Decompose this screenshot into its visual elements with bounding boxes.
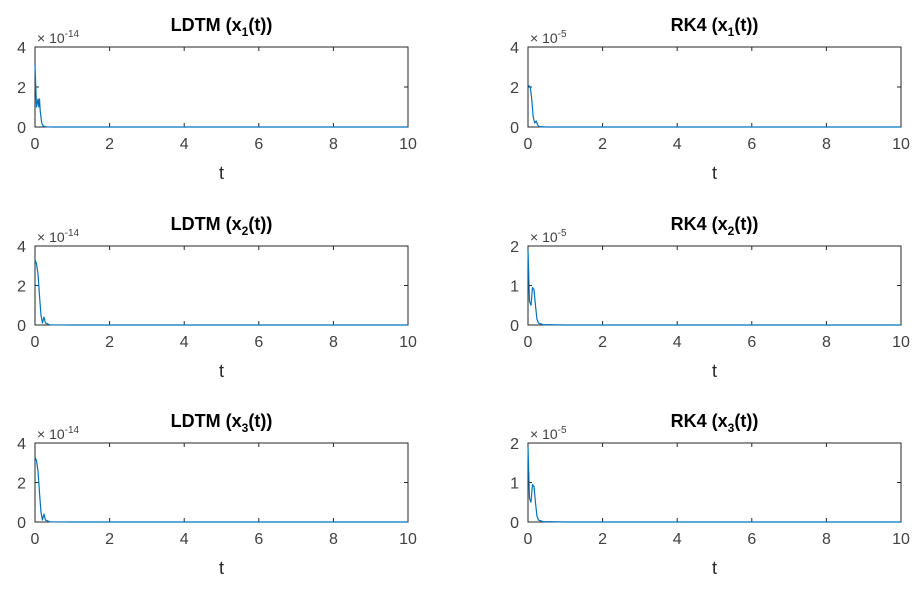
series-line-1	[34, 456, 408, 523]
y-exponent-label: × 10-14	[37, 228, 80, 245]
x-tick-label: 0	[31, 531, 40, 548]
x-axis-label: t	[219, 361, 224, 381]
y-tick-label: 0	[510, 515, 519, 532]
x-tick-label: 2	[105, 334, 114, 351]
x-tick-label: 2	[105, 136, 114, 153]
x-axis-label: t	[712, 163, 717, 183]
series-line-1	[34, 64, 408, 128]
y-tick-label: 4	[17, 40, 26, 57]
y-tick-label: 4	[17, 436, 26, 453]
y-tick-label: 2	[510, 80, 519, 97]
subplot-title: RK4 (x2(t))	[671, 214, 759, 238]
x-tick-label: 2	[598, 531, 607, 548]
y-tick-label: 2	[17, 476, 26, 493]
x-tick-label: 10	[399, 334, 417, 351]
x-tick-label: 6	[747, 136, 756, 153]
subplot-2: 0 2 4 6 8 10 0 2 4 × 10-5 RK4 (x1(t)) t	[510, 15, 910, 183]
x-tick-label: 0	[524, 136, 533, 153]
subplot-6: 0 2 4 6 8 10 0 1 2 × 10-5 RK4 (x3(t)) t	[510, 411, 910, 578]
y-tick-label: 4	[17, 239, 26, 256]
subplot-5: 0 2 4 6 8 10 0 2 4 × 10-14 LDTM (x3(t)) t	[17, 411, 417, 578]
x-tick-label: 4	[180, 334, 189, 351]
y-tick-label: 0	[510, 120, 519, 137]
x-tick-label: 4	[673, 136, 682, 153]
x-tick-label: 10	[892, 334, 910, 351]
series-line-1	[34, 259, 408, 326]
y-tick-label: 2	[510, 436, 519, 453]
plot-area	[527, 245, 902, 326]
series-line-1	[527, 446, 901, 523]
x-axis-label: t	[219, 558, 224, 578]
x-tick-label: 8	[329, 334, 338, 351]
x-tick-label: 4	[673, 334, 682, 351]
x-tick-label: 4	[673, 531, 682, 548]
x-tick-label: 0	[31, 334, 40, 351]
y-tick-label: 2	[17, 279, 26, 296]
plot-area	[527, 46, 902, 128]
series-line-1	[527, 84, 901, 128]
y-tick-label: 2	[17, 80, 26, 97]
y-tick-label: 0	[17, 318, 26, 335]
subplot-title: RK4 (x1(t))	[671, 15, 759, 39]
x-tick-label: 6	[254, 136, 263, 153]
x-axis-label: t	[712, 558, 717, 578]
x-tick-label: 2	[598, 136, 607, 153]
y-tick-label: 1	[510, 279, 519, 296]
x-tick-label: 6	[747, 531, 756, 548]
x-tick-label: 10	[399, 531, 417, 548]
y-exponent-label: × 10-5	[530, 425, 567, 442]
x-tick-label: 4	[180, 136, 189, 153]
x-tick-label: 8	[329, 531, 338, 548]
x-axis-label: t	[712, 361, 717, 381]
x-tick-label: 10	[892, 531, 910, 548]
subplot-1: 0 2 4 6 8 10 0 2 4 × 10-14 LDTM (x1(t)) t	[17, 15, 417, 183]
x-tick-label: 10	[892, 136, 910, 153]
y-tick-label: 0	[510, 318, 519, 335]
x-tick-label: 2	[598, 334, 607, 351]
subplot-title: LDTM (x3(t))	[171, 411, 273, 435]
x-tick-label: 8	[822, 531, 831, 548]
x-tick-label: 8	[822, 334, 831, 351]
plot-area	[34, 46, 409, 128]
y-tick-label: 1	[510, 476, 519, 493]
y-tick-label: 0	[17, 515, 26, 532]
y-tick-label: 0	[17, 120, 26, 137]
x-tick-label: 8	[822, 136, 831, 153]
x-tick-label: 0	[31, 136, 40, 153]
series-line-1	[527, 249, 901, 326]
y-exponent-label: × 10-5	[530, 228, 567, 245]
x-tick-label: 0	[524, 531, 533, 548]
x-tick-label: 8	[329, 136, 338, 153]
plot-area	[527, 442, 902, 523]
x-tick-label: 4	[180, 531, 189, 548]
subplot-3: 0 2 4 6 8 10 0 2 4 × 10-14 LDTM (x2(t)) t	[17, 214, 417, 381]
y-exponent-label: × 10-5	[530, 29, 567, 46]
plot-area	[34, 245, 409, 326]
subplot-title: LDTM (x1(t))	[171, 15, 273, 39]
x-tick-label: 6	[254, 531, 263, 548]
x-tick-label: 2	[105, 531, 114, 548]
x-tick-label: 6	[254, 334, 263, 351]
x-tick-label: 0	[524, 334, 533, 351]
x-axis-label: t	[219, 163, 224, 183]
y-tick-label: 2	[510, 239, 519, 256]
subplot-4: 0 2 4 6 8 10 0 1 2 × 10-5 RK4 (x2(t)) t	[510, 214, 910, 381]
subplot-title: LDTM (x2(t))	[171, 214, 273, 238]
x-tick-label: 6	[747, 334, 756, 351]
y-tick-label: 4	[510, 40, 519, 57]
y-exponent-label: × 10-14	[37, 425, 80, 442]
y-exponent-label: × 10-14	[37, 29, 80, 46]
plot-area	[34, 442, 409, 523]
x-tick-label: 10	[399, 136, 417, 153]
subplot-title: RK4 (x3(t))	[671, 411, 759, 435]
